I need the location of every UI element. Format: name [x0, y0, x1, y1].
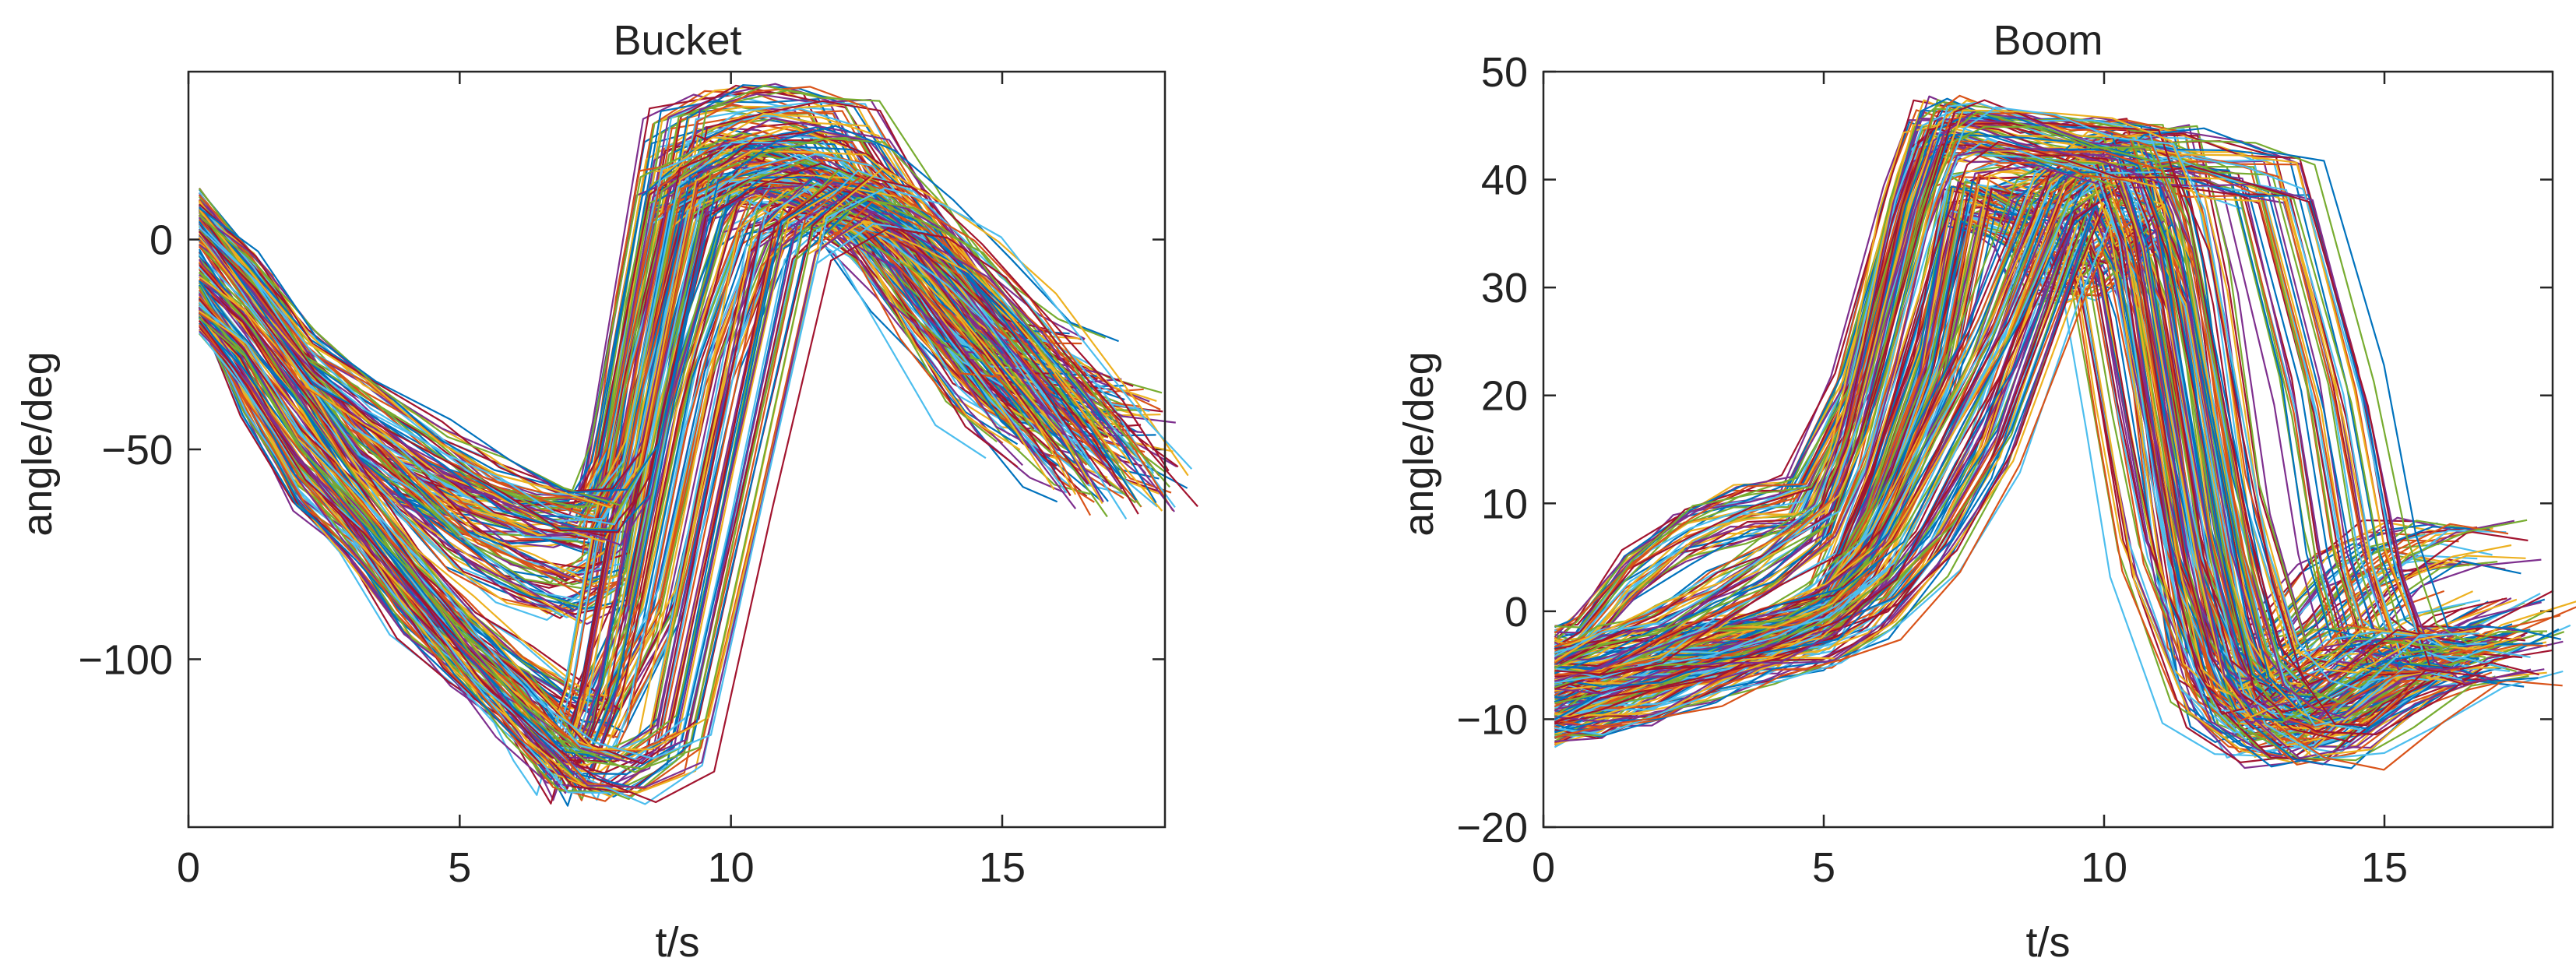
y-tick-label: 40: [1481, 157, 1528, 204]
series-line: [199, 125, 1119, 494]
series-line: [1554, 127, 2561, 667]
y-axis-label: angle/deg: [14, 351, 61, 536]
series-line: [198, 223, 1176, 805]
y-tick-label: 20: [1481, 373, 1528, 420]
y-tick-label: 30: [1481, 265, 1528, 312]
x-tick-label: 10: [708, 844, 755, 891]
boom-chart: Boom angle/deg t/s 0 5 10 15 −20 −10 0 10 20 30 40…: [1395, 17, 2576, 966]
series-line: [1554, 134, 2427, 721]
series-line: [199, 129, 1086, 501]
x-tick-label: 10: [2081, 844, 2127, 891]
tick-group: 0 5 10 15 −100 −50 0: [78, 72, 1165, 891]
series-line: [1554, 222, 2525, 769]
series-line: [199, 201, 1174, 790]
series-line: [198, 212, 1142, 801]
series-line: [1554, 132, 2526, 679]
y-tick-label: 0: [1504, 589, 1528, 636]
series-line: [1554, 125, 2457, 704]
series-line: [1554, 109, 2507, 648]
series-line: [199, 175, 1160, 752]
chart-title: Boom: [1993, 17, 2103, 64]
series-line: [199, 169, 1127, 758]
tick-group: 0 5 10 15 −20 −10 0 10 20 30 40 50: [1456, 49, 2553, 891]
series-line: [1554, 210, 2441, 757]
x-tick-label: 0: [1532, 844, 1555, 891]
series-line: [1554, 106, 2479, 691]
plot-frame: [1542, 70, 2554, 829]
series-line: [199, 130, 1085, 493]
series-group: [198, 83, 1198, 807]
plot-frame: [187, 70, 1167, 829]
x-axis-label: t/s: [2025, 919, 2070, 966]
series-line: [199, 176, 1170, 765]
chart-title: Bucket: [613, 17, 741, 64]
y-tick-label: −20: [1456, 805, 1528, 851]
series-line: [199, 211, 1175, 788]
series-line: [198, 181, 1019, 805]
series-line: [1554, 140, 2486, 727]
series-line: [199, 187, 1193, 760]
series-line: [1554, 130, 2388, 709]
series-line: [199, 150, 1081, 509]
y-tick-label: 10: [1481, 481, 1528, 527]
x-tick-label: 15: [979, 844, 1026, 891]
series-line: [199, 162, 1099, 534]
y-tick-label: 50: [1481, 49, 1528, 96]
series-line: [199, 185, 1077, 774]
series-line: [198, 198, 1104, 789]
bucket-chart: Bucket angle/deg t/s 0 5 10 15 −100 −50 0: [14, 17, 1198, 966]
series-line: [1554, 202, 2532, 759]
series-line: [199, 227, 1198, 804]
y-tick-label: −50: [101, 427, 173, 474]
x-tick-label: 0: [177, 844, 200, 891]
y-tick-label: 0: [150, 217, 173, 264]
series-line: [1554, 220, 2564, 760]
series-line: [1554, 202, 2553, 736]
x-axis-label: t/s: [655, 919, 699, 966]
y-tick-label: −10: [1456, 696, 1528, 743]
series-line: [199, 167, 1189, 751]
series-line: [1554, 118, 2374, 682]
series-group: [1554, 94, 2576, 771]
y-axis-label: angle/deg: [1395, 351, 1442, 536]
y-tick-label: −100: [78, 636, 173, 683]
series-line: [1554, 133, 2423, 699]
series-line: [199, 197, 1170, 770]
series-line: [199, 125, 1053, 497]
series-line: [1554, 131, 2443, 710]
series-line: [1554, 202, 2547, 758]
x-tick-label: 5: [1812, 844, 1835, 891]
x-tick-label: 5: [448, 844, 471, 891]
series-line: [1554, 201, 2523, 743]
series-line: [199, 224, 1142, 798]
x-tick-label: 15: [2361, 844, 2408, 891]
series-line: [1554, 229, 2563, 771]
series-line: [1554, 195, 2517, 746]
